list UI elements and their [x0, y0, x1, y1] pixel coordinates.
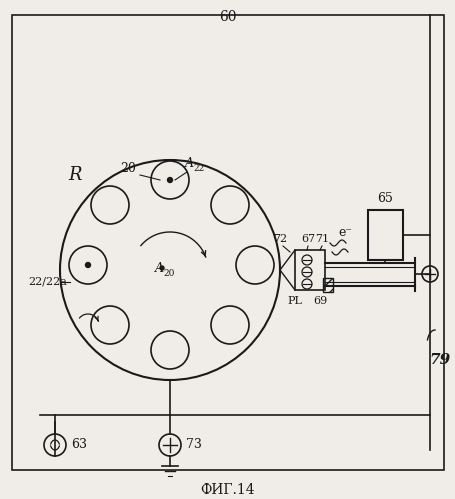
Text: 63: 63: [71, 439, 87, 452]
Text: 60: 60: [219, 10, 236, 24]
Text: ФИГ.14: ФИГ.14: [200, 483, 255, 497]
Text: 69: 69: [312, 296, 326, 306]
Text: PL: PL: [287, 296, 302, 306]
Text: A: A: [185, 157, 193, 170]
Text: 20: 20: [120, 162, 136, 175]
Text: e⁻: e⁻: [337, 226, 351, 239]
Bar: [322, 278, 332, 292]
Text: 22: 22: [192, 164, 204, 173]
Text: 79: 79: [429, 353, 450, 367]
Text: 20: 20: [162, 268, 174, 277]
Text: 22/22a: 22/22a: [28, 277, 67, 287]
Circle shape: [160, 266, 164, 270]
Text: 73: 73: [186, 439, 202, 452]
Circle shape: [421, 266, 437, 282]
Circle shape: [167, 178, 172, 183]
Text: 71: 71: [314, 234, 329, 244]
Bar: [294, 250, 324, 290]
Text: A: A: [155, 261, 164, 274]
Bar: [367, 210, 402, 260]
Text: 67: 67: [300, 234, 314, 244]
Text: 72: 72: [273, 234, 287, 244]
Circle shape: [86, 262, 90, 267]
Text: 65: 65: [377, 192, 393, 205]
Text: R: R: [68, 166, 81, 184]
